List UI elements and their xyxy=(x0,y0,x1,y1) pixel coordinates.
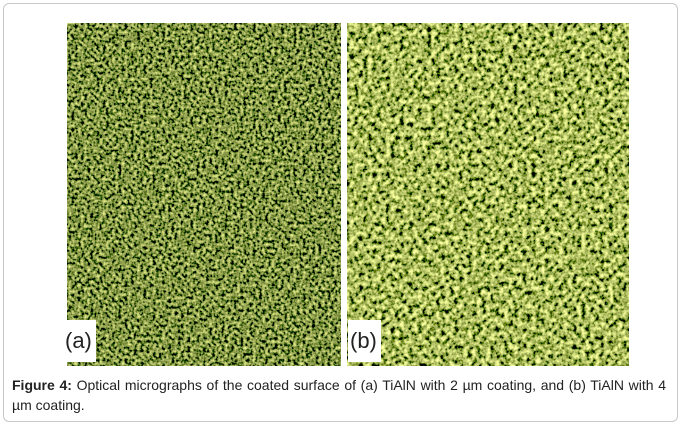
micrograph-b xyxy=(347,23,629,366)
figure-frame xyxy=(3,3,678,422)
micrographs xyxy=(67,23,629,366)
panel-label: (a) xyxy=(63,320,96,362)
micrograph-a xyxy=(67,23,341,366)
caption-text: Optical micrographs of the coated surfac… xyxy=(12,377,667,413)
figure-caption: Figure 4: Optical micrographs of the coa… xyxy=(12,375,666,415)
caption-label: Figure 4: xyxy=(12,377,72,393)
panel-label: (b) xyxy=(348,320,381,362)
